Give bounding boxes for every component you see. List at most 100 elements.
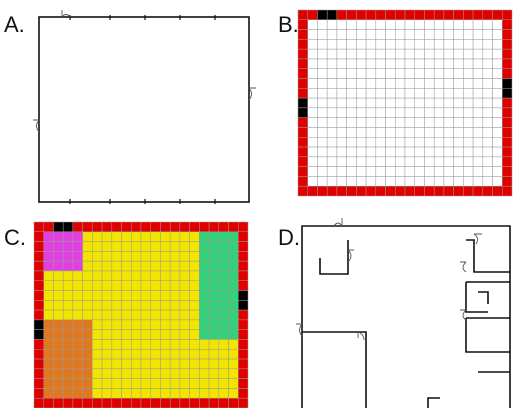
- grid-cell: [443, 19, 454, 30]
- grid-cell: [43, 290, 54, 301]
- grid-cell: [502, 127, 513, 138]
- grid-cell: [492, 127, 503, 138]
- grid-cell: [53, 221, 64, 233]
- grid-cell: [453, 146, 464, 158]
- grid-cell: [433, 166, 445, 177]
- grid-cell: [121, 358, 132, 370]
- grid-cell: [492, 48, 503, 60]
- grid-cell: [365, 39, 377, 50]
- grid-cell: [472, 137, 484, 148]
- grid-cell: [443, 78, 454, 89]
- grid-cell: [414, 9, 425, 21]
- grid-cell: [502, 68, 513, 79]
- grid-cell: [238, 221, 249, 233]
- grid-cell: [356, 107, 367, 118]
- grid-cell: [238, 368, 249, 379]
- grid-cell: [317, 39, 328, 50]
- grid-cell: [326, 29, 338, 40]
- grid-cell: [433, 19, 445, 30]
- grid-cell: [72, 300, 83, 311]
- grid-cell: [463, 117, 474, 128]
- grid-cell: [482, 146, 493, 158]
- grid-cell: [365, 176, 377, 187]
- grid-cell: [199, 280, 210, 291]
- grid-cell: [218, 339, 229, 350]
- grid-cell: [385, 137, 396, 148]
- grid-cell: [307, 146, 318, 158]
- grid-cell: [33, 231, 44, 242]
- grid-cell: [297, 107, 308, 118]
- grid-cell: [199, 270, 210, 281]
- grid-cell: [62, 378, 74, 389]
- grid-cell: [218, 368, 229, 379]
- grid-cell: [395, 68, 406, 79]
- grid-cell: [72, 260, 83, 272]
- grid-cell: [356, 127, 367, 138]
- grid-cell: [414, 166, 425, 177]
- grid-cell: [433, 137, 445, 148]
- grid-cell: [121, 270, 132, 281]
- grid-cell: [238, 260, 249, 272]
- grid-cell: [443, 68, 454, 79]
- panel-label-b: B.: [278, 12, 299, 37]
- grid-cell: [317, 107, 328, 118]
- grid-cell: [424, 39, 435, 50]
- grid-cell: [228, 339, 239, 350]
- grid-cell: [482, 185, 493, 197]
- grid-cell: [160, 309, 171, 321]
- grid-cell: [336, 9, 347, 21]
- grid-cell: [365, 156, 377, 167]
- grid-cell: [160, 388, 171, 399]
- grid-cell: [433, 185, 445, 197]
- grid-cell: [395, 29, 406, 40]
- grid-cell: [424, 137, 435, 148]
- grid-cell: [179, 319, 190, 330]
- grid-cell: [453, 29, 464, 40]
- grid-cell: [404, 117, 415, 128]
- grid-cell: [307, 166, 318, 177]
- grid-cell: [150, 251, 161, 262]
- grid-cell: [218, 290, 229, 301]
- grid-cell: [433, 127, 445, 138]
- grid-cell: [356, 166, 367, 177]
- grid-cell: [482, 117, 493, 128]
- grid-cell: [150, 319, 161, 330]
- grid-cell: [92, 280, 103, 291]
- grid-cell: [92, 358, 103, 370]
- grid-cell: [502, 146, 513, 158]
- grid-cell: [228, 260, 239, 272]
- grid-cell: [472, 156, 484, 167]
- grid-cell: [82, 290, 93, 301]
- grid-cell: [433, 58, 445, 69]
- grid-cell: [150, 388, 161, 399]
- grid-cell: [307, 39, 318, 50]
- grid-cell: [179, 260, 190, 272]
- grid-cell: [43, 388, 54, 399]
- grid-cell: [297, 19, 308, 30]
- grid-cell: [395, 48, 406, 60]
- grid-cell: [317, 166, 328, 177]
- grid-cell: [385, 78, 396, 89]
- grid-cell: [326, 97, 338, 109]
- grid-cell: [72, 280, 83, 291]
- grid-cell: [307, 137, 318, 148]
- grid-cell: [433, 48, 445, 60]
- grid-cell: [101, 388, 113, 399]
- grid-cell: [169, 329, 181, 340]
- grid-cell: [472, 78, 484, 89]
- grid-cell: [346, 127, 357, 138]
- grid-cell: [189, 241, 200, 252]
- grid-cell: [111, 339, 122, 350]
- grid-cell: [140, 280, 151, 291]
- grid-cell: [208, 378, 220, 389]
- grid-cell: [307, 107, 318, 118]
- grid-cell: [82, 241, 93, 252]
- grid-cell: [121, 290, 132, 301]
- grid-cell: [33, 300, 44, 311]
- grid-cell: [228, 251, 239, 262]
- grid-cell: [502, 166, 513, 177]
- grid-cell: [336, 88, 347, 99]
- grid-cell: [53, 358, 64, 370]
- grid-cell: [365, 9, 377, 21]
- grid-cell: [228, 280, 239, 291]
